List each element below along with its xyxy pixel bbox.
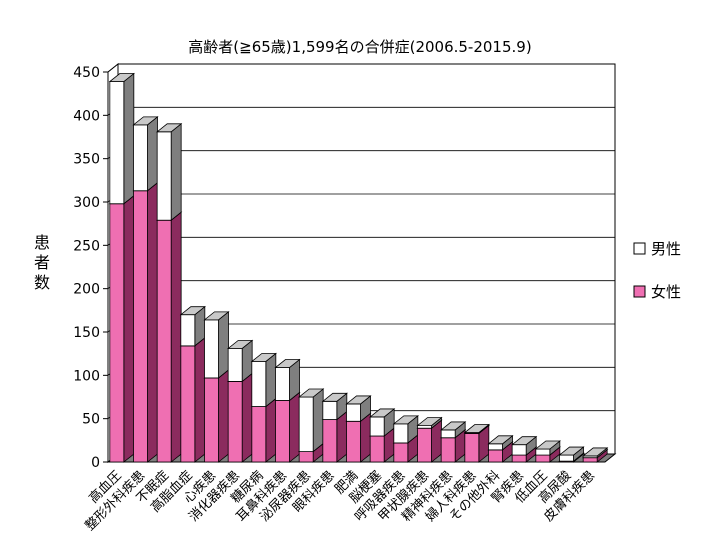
bar-segment-female <box>108 194 135 463</box>
legend-label: 男性 <box>651 240 681 258</box>
bars <box>108 72 609 463</box>
bar-segment-male <box>463 423 490 435</box>
bar-segment-male <box>179 305 206 347</box>
y-axis-label: 患者数 <box>34 233 50 292</box>
bar-segment-male <box>274 358 301 402</box>
y-tick-label: 200 <box>73 282 100 298</box>
bar-segment-male <box>511 435 538 456</box>
bar-segment-female <box>250 397 277 463</box>
legend-swatch <box>633 285 646 298</box>
bar-segment-male <box>345 395 372 423</box>
bar-segment-female <box>156 211 183 463</box>
y-tick-label: 400 <box>73 108 100 124</box>
bar-segment-female <box>132 181 159 463</box>
bar-segment-male <box>558 446 585 462</box>
bar-segment-male <box>416 416 443 430</box>
category-labels: 高血圧整形外科疾患不眠症高脂血症心疾患消化器疾患糖尿病耳鼻科疾患泌尿器疾患眼科疾… <box>83 468 598 534</box>
bar-segment-female <box>179 337 206 463</box>
y-tick-label: 0 <box>91 455 100 471</box>
bar-segment-female <box>369 427 396 463</box>
bar-segment-female <box>227 372 254 463</box>
gridline-side <box>107 63 119 73</box>
chart-title: 高齢者(≧65歳)1,599名の合併症(2006.5-2015.9) <box>188 38 531 56</box>
bar-segment-male <box>534 440 561 456</box>
bar-segment-male <box>440 421 467 439</box>
bar-segment-male <box>227 339 254 383</box>
y-axis-label-char: 数 <box>34 273 50 292</box>
bar-segment-male <box>392 415 419 444</box>
y-tick-label: 250 <box>73 238 100 254</box>
y-axis-label-char: 患 <box>34 233 50 252</box>
bar-segment-male <box>582 447 609 459</box>
bar-segment-male <box>156 122 183 222</box>
bar-segment-female <box>274 391 301 463</box>
y-tick-label: 150 <box>73 325 100 341</box>
bar-segment-male <box>487 434 514 451</box>
y-tick-label: 300 <box>73 195 100 211</box>
bar-segment-male <box>132 116 159 192</box>
y-axis-label-char: 者 <box>34 253 50 272</box>
bar-segment-female <box>203 369 230 463</box>
bar-segment-male <box>321 392 348 421</box>
legend-swatch <box>633 242 646 255</box>
bar-segment-male <box>369 408 396 437</box>
y-tick-label: 350 <box>73 152 100 168</box>
y-tick-label: 100 <box>73 368 100 384</box>
y-tick-label: 450 <box>73 65 100 81</box>
bar-segment-male <box>298 388 325 453</box>
y-axis-ticks: 0 50 100 150 200 250 300 350 400 450 <box>73 65 109 471</box>
bar-segment-male <box>250 352 277 408</box>
y-tick-label: 50 <box>82 412 100 428</box>
bar-segment-male <box>203 311 230 379</box>
bar-segment-male <box>108 72 135 205</box>
legend-label: 女性 <box>651 283 681 301</box>
